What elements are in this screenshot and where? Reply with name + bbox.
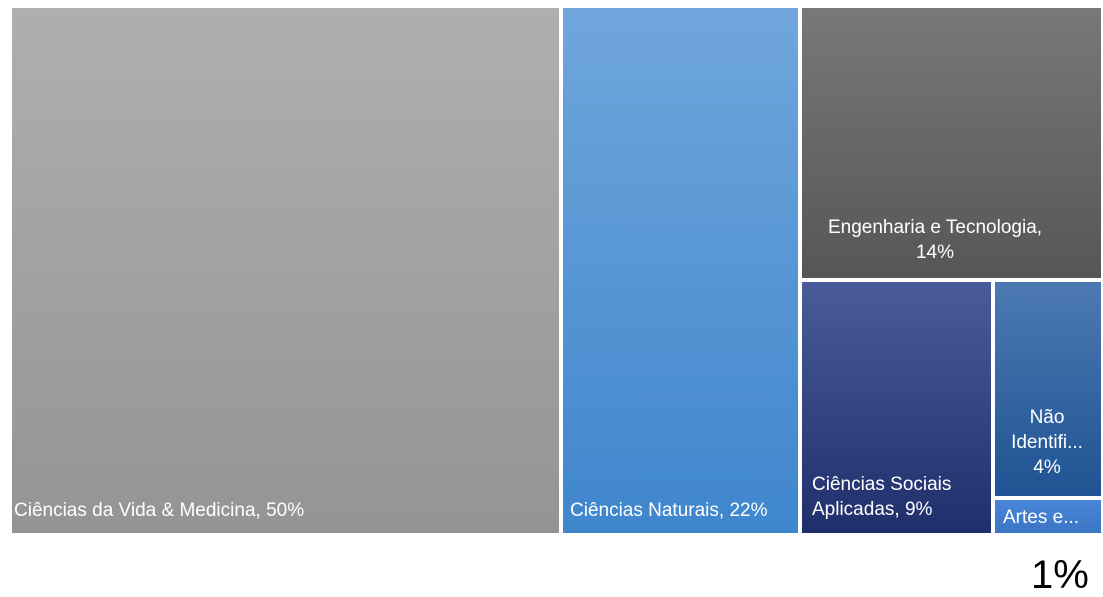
tile-nao-identificado: [993, 280, 1103, 498]
tile-engenharia-tecnologia-label: Engenharia e Tecnologia, 14%: [827, 217, 1043, 263]
tile-ciencias-vida-medicina-label: Ciências da Vida & Medicina, 50%: [14, 500, 305, 521]
annotation-1-percent: 1%: [1031, 553, 1089, 597]
tile-nao-identificado-label: Não Identifi... 4%: [1011, 407, 1083, 478]
tile-ciencias-sociais-aplicadas-label: Ciências Sociais Aplicadas, 9%: [812, 474, 952, 520]
tile-artes-label: Artes e...: [1003, 507, 1080, 528]
tile-ciencias-naturais-label: Ciências Naturais, 22%: [570, 500, 768, 521]
tile-ciencias-sociais-aplicadas: [800, 280, 993, 535]
tile-ciencias-vida-medicina: [10, 6, 561, 535]
tile-engenharia-tecnologia: [800, 6, 1103, 280]
tile-ciencias-naturais: [561, 6, 800, 535]
tile-artes: [993, 498, 1103, 535]
